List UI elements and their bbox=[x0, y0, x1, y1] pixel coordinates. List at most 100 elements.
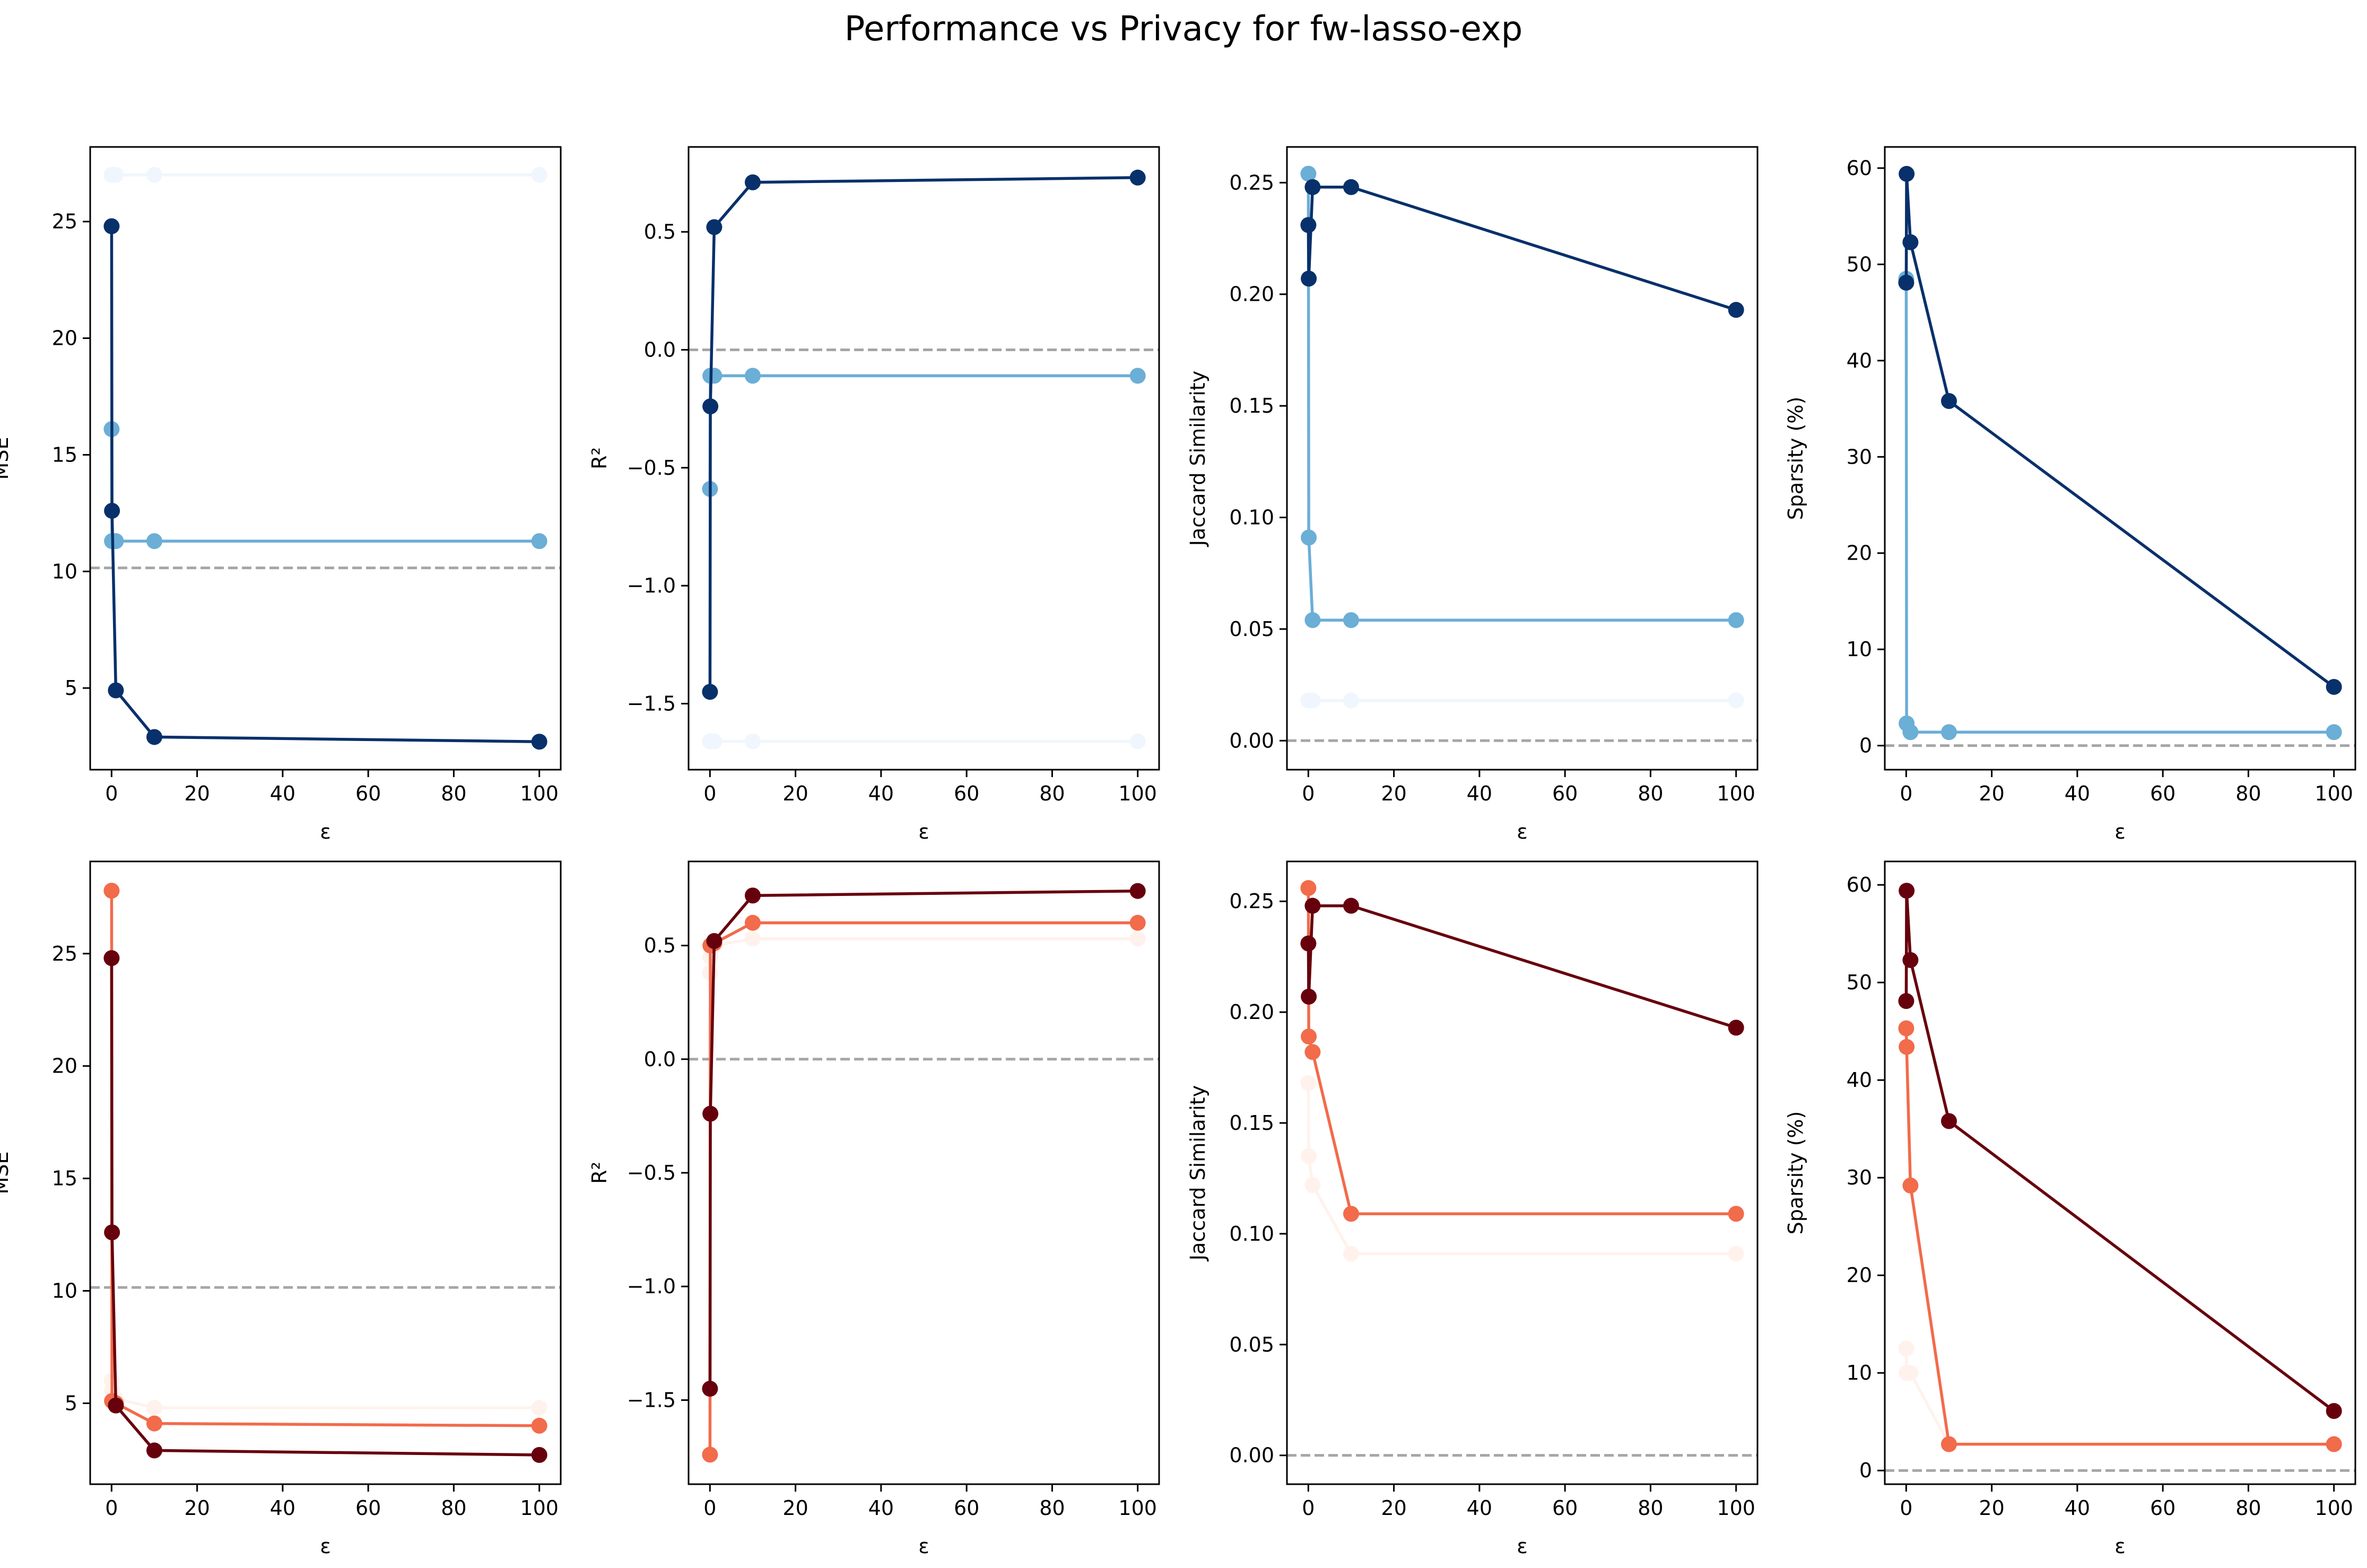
x-tick-label: 20 bbox=[1381, 1496, 1406, 1520]
y-tick-label: 5 bbox=[65, 676, 77, 700]
subplot-0-3: 0 20 40 60 80 100 0 10 20 30 40 50 60 ε Sparsity (%) bbox=[1784, 146, 2356, 843]
axes-frame bbox=[1286, 146, 1759, 771]
data-point bbox=[531, 167, 547, 183]
data-point bbox=[146, 729, 162, 745]
x-tick-label: 0 bbox=[1302, 782, 1315, 805]
series-line-0 bbox=[110, 1380, 539, 1409]
x-tick-label: 0 bbox=[1900, 1496, 1912, 1520]
data-point bbox=[1300, 1075, 1317, 1091]
y-tick-label: 0.00 bbox=[1229, 1444, 1274, 1467]
data-point bbox=[1940, 724, 1957, 741]
x-tick-label: 40 bbox=[270, 1496, 295, 1520]
y-tick-label: 50 bbox=[1847, 971, 1872, 994]
data-point bbox=[1728, 1020, 1744, 1036]
data-point bbox=[531, 1399, 547, 1416]
series-line-2 bbox=[708, 889, 1138, 1389]
axes-frame bbox=[1884, 860, 2356, 1485]
data-point bbox=[1940, 1436, 1957, 1452]
subplot-1-1: 0 20 40 60 80 100 −1.5 −1.0 −0.5 0.0 0.5 ε R² bbox=[588, 860, 1160, 1558]
x-tick-label: 100 bbox=[1118, 782, 1157, 805]
y-tick-label: 20 bbox=[52, 1055, 77, 1078]
data-point bbox=[1902, 724, 1919, 741]
data-point bbox=[1343, 612, 1359, 629]
data-point bbox=[1129, 368, 1146, 384]
subplot-0-2: 0 20 40 60 80 100 0.00 0.05 0.10 0.15 0.20 0.25 ε Jac… bbox=[1186, 146, 1759, 843]
x-tick-label: 40 bbox=[1467, 782, 1492, 805]
data-point bbox=[531, 1417, 547, 1434]
axes-frame bbox=[688, 146, 1160, 771]
data-point bbox=[702, 1447, 718, 1463]
data-point bbox=[1129, 930, 1146, 947]
y-tick-label: 0 bbox=[1859, 734, 1872, 757]
data-point bbox=[1902, 1177, 1919, 1194]
x-tick-label: 80 bbox=[1638, 1496, 1663, 1520]
data-point bbox=[702, 684, 718, 700]
data-point bbox=[108, 1397, 124, 1414]
data-point bbox=[1300, 217, 1317, 233]
y-axis-label: R² bbox=[588, 447, 611, 469]
data-point bbox=[1899, 883, 1915, 899]
data-point bbox=[104, 502, 120, 519]
data-point bbox=[1129, 883, 1146, 899]
x-tick-label: 20 bbox=[1979, 782, 2004, 805]
series-line-2 bbox=[708, 176, 1138, 692]
data-point bbox=[1343, 1206, 1359, 1222]
y-axis-label: R² bbox=[588, 1162, 611, 1184]
y-tick-label: −1.0 bbox=[627, 574, 676, 597]
y-tick-label: 10 bbox=[52, 560, 77, 583]
data-point bbox=[103, 950, 120, 966]
data-point bbox=[744, 368, 761, 384]
series-line-2 bbox=[1307, 185, 1737, 311]
x-tick-label: 0 bbox=[1302, 1496, 1315, 1520]
y-tick-label: 0.25 bbox=[1229, 171, 1274, 194]
y-tick-label: 25 bbox=[52, 210, 77, 233]
x-tick-label: 100 bbox=[520, 1496, 559, 1520]
y-tick-label: 60 bbox=[1847, 873, 1872, 896]
x-axis-label: ε bbox=[918, 1535, 929, 1558]
y-tick-label: −1.0 bbox=[627, 1275, 676, 1298]
data-point bbox=[1301, 271, 1317, 287]
axes-frame bbox=[688, 860, 1160, 1485]
data-point bbox=[1301, 529, 1317, 546]
series-line-0 bbox=[1307, 1083, 1736, 1256]
data-point bbox=[1728, 692, 1744, 709]
data-point bbox=[744, 733, 761, 750]
data-point bbox=[1304, 612, 1321, 629]
data-point bbox=[1898, 993, 1915, 1009]
axes-frame bbox=[89, 860, 562, 1485]
series-line-1 bbox=[110, 891, 539, 1427]
series-line-1 bbox=[110, 429, 539, 543]
y-tick-label: 15 bbox=[52, 443, 77, 466]
y-tick-label: 25 bbox=[52, 942, 77, 965]
data-point bbox=[1304, 898, 1321, 914]
y-tick-label: 20 bbox=[1847, 1264, 1872, 1287]
data-point bbox=[103, 218, 120, 234]
data-point bbox=[706, 368, 723, 384]
x-tick-label: 60 bbox=[954, 782, 979, 805]
y-tick-label: 0.00 bbox=[1229, 729, 1274, 752]
data-point bbox=[702, 1381, 718, 1397]
data-point bbox=[1899, 165, 1915, 182]
series-line-1 bbox=[1307, 888, 1736, 1216]
subplot-1-0: 0 20 40 60 80 100 5 10 15 20 25 ε MSE bbox=[0, 860, 562, 1558]
data-point bbox=[1343, 1245, 1359, 1262]
x-tick-label: 60 bbox=[2150, 1496, 2175, 1520]
data-point bbox=[1899, 1039, 1915, 1055]
series-line-1 bbox=[1904, 1028, 2334, 1446]
figure-title: Performance vs Privacy for fw-lasso-exp bbox=[844, 10, 1523, 49]
data-point bbox=[1343, 692, 1359, 709]
subplot-1-2: 0 20 40 60 80 100 0.00 0.05 0.10 0.15 0.20 0.25 ε Jac… bbox=[1186, 860, 1759, 1558]
data-point bbox=[1304, 692, 1321, 709]
x-tick-label: 60 bbox=[954, 1496, 979, 1520]
data-point bbox=[531, 1447, 547, 1463]
x-tick-label: 80 bbox=[441, 1496, 466, 1520]
data-point bbox=[531, 533, 547, 550]
y-tick-label: 5 bbox=[65, 1391, 77, 1415]
data-point bbox=[1343, 179, 1359, 195]
data-point bbox=[1728, 1245, 1744, 1262]
data-point bbox=[1129, 169, 1146, 186]
data-point bbox=[146, 533, 162, 550]
y-tick-label: 40 bbox=[1847, 349, 1872, 372]
y-tick-label: 10 bbox=[1847, 1361, 1872, 1384]
y-tick-label: 0.10 bbox=[1229, 1222, 1274, 1245]
